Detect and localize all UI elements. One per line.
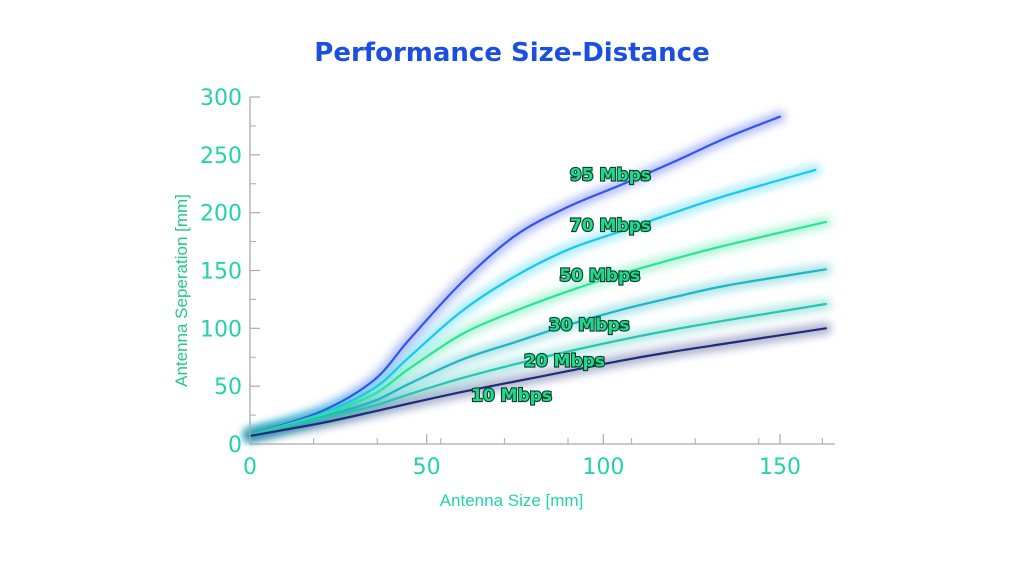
y-tick-label: 50 [214,375,242,400]
y-tick-label: 0 [228,433,242,458]
series-line-50-mbps [248,220,827,436]
y-tick-label: 150 [200,260,242,285]
x-tick-label: 50 [413,455,441,480]
series-label-95-mbps: 95 Mbps [570,165,651,185]
y-axis-label: Antenna Seperation [mm] [172,194,191,387]
x-tick-label: 150 [759,455,801,480]
series-label-70-mbps: 70 Mbps [570,216,651,236]
series-labels: 95 Mbps 70 Mbps 50 Mbps 30 Mbps 20 Mbps 10 Mb… [470,164,652,407]
series-line-20-mbps [248,302,827,436]
series-line-layer [248,115,827,437]
y-tick-label: 200 [200,202,242,227]
x-tick-label: 100 [582,455,624,480]
x-axis-label: Antenna Size [mm] [440,491,584,510]
series-line-30-mbps [248,268,827,436]
chart-title: Performance Size-Distance [314,38,710,68]
series-label-10-mbps: 10 Mbps [471,386,552,406]
series-label-30-mbps: 30 Mbps [549,316,630,336]
y-tick-label: 250 [200,144,242,169]
series-line-95-mbps [248,115,782,436]
x-tick-label: 0 [243,455,257,480]
y-tick-label: 100 [200,317,242,342]
series-line-70-mbps [248,168,817,436]
ticks: 0 50 100 150 0 50 100 150 200 250 300 [200,86,823,480]
series-line-10-mbps [248,327,827,437]
series-label-20-mbps: 20 Mbps [524,352,605,372]
series-label-50-mbps: 50 Mbps [559,266,640,286]
y-tick-label: 300 [200,86,242,111]
